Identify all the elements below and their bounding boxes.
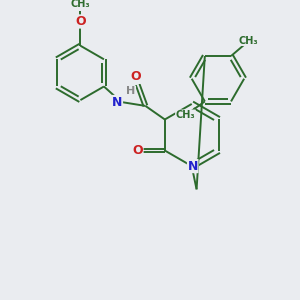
Text: CH₃: CH₃ [176, 110, 195, 120]
Text: CH₃: CH₃ [70, 0, 90, 9]
Text: O: O [75, 15, 86, 28]
Text: N: N [112, 95, 122, 109]
Text: CH₃: CH₃ [239, 35, 258, 46]
Text: O: O [132, 144, 143, 157]
Text: H: H [126, 86, 136, 96]
Text: N: N [188, 160, 198, 172]
Text: O: O [130, 70, 141, 83]
